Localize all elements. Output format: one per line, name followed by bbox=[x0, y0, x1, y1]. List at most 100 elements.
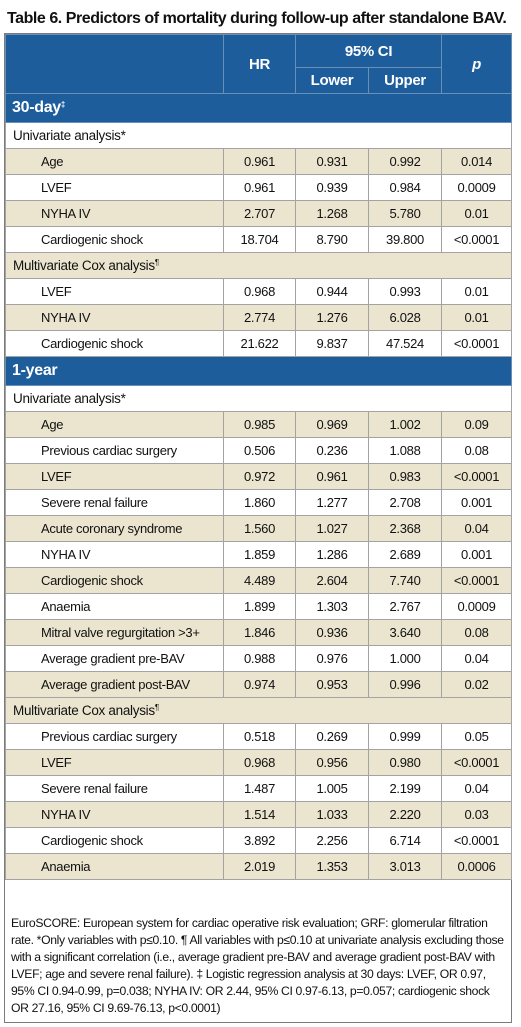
table-footnote: EuroSCORE: European system for cardiac o… bbox=[11, 916, 504, 1015]
p-value-cell: 0.09 bbox=[441, 411, 513, 438]
table-row: Severe renal failure 1.487 1.005 2.199 0.04 bbox=[5, 775, 513, 802]
table-row: Acute coronary syndrome 1.560 1.027 2.368 0.… bbox=[5, 515, 513, 542]
table-row: Anaemia 2.019 1.353 3.013 0.0006 bbox=[5, 853, 513, 880]
p-value-cell: 0.01 bbox=[441, 200, 513, 227]
analysis-group-label: Univariate analysis* bbox=[4, 122, 513, 149]
analysis-group-text: Univariate analysis* bbox=[13, 391, 126, 406]
table-row: Previous cardiac surgery 0.518 0.269 0.999 0… bbox=[5, 723, 513, 750]
variable-cell: LVEF bbox=[5, 749, 224, 776]
p-value-cell: 0.04 bbox=[441, 515, 513, 542]
ci-lower-cell: 0.944 bbox=[295, 278, 369, 305]
ci-lower-cell: 1.276 bbox=[295, 304, 369, 331]
ci-lower-cell: 1.303 bbox=[295, 593, 369, 620]
ci-upper-cell: 2.767 bbox=[367, 593, 443, 620]
table-row: LVEF 0.972 0.961 0.983 <0.0001 bbox=[5, 463, 513, 490]
p-value-cell: 0.08 bbox=[441, 437, 513, 464]
hr-cell: 1.487 bbox=[223, 775, 296, 802]
hr-cell: 1.899 bbox=[223, 593, 296, 620]
ci-lower-cell: 0.939 bbox=[295, 174, 369, 201]
analysis-group-row: Univariate analysis* bbox=[4, 122, 513, 149]
ci-upper-cell: 2.368 bbox=[367, 515, 443, 542]
ci-upper-cell: 5.780 bbox=[367, 200, 443, 227]
ci-lower-cell: 2.256 bbox=[295, 827, 369, 854]
section-label-text: 1-year bbox=[12, 362, 58, 379]
variable-cell: Average gradient pre-BAV bbox=[5, 645, 224, 672]
ci-lower-cell: 1.277 bbox=[295, 489, 369, 516]
header-lower: Lower bbox=[295, 67, 369, 94]
analysis-group-label: Univariate analysis* bbox=[4, 385, 513, 412]
ci-upper-cell: 0.983 bbox=[367, 463, 443, 490]
ci-lower-cell: 0.236 bbox=[295, 437, 369, 464]
ci-lower-cell: 1.033 bbox=[295, 801, 369, 828]
hr-cell: 1.860 bbox=[223, 489, 296, 516]
table-row: Cardiogenic shock 21.622 9.837 47.524 <0.000… bbox=[5, 330, 513, 357]
hr-cell: 4.489 bbox=[223, 567, 296, 594]
ci-lower-cell: 8.790 bbox=[295, 226, 369, 253]
table-row: Previous cardiac surgery 0.506 0.236 1.088 0… bbox=[5, 437, 513, 464]
hr-cell: 0.961 bbox=[223, 148, 296, 175]
variable-cell: LVEF bbox=[5, 463, 224, 490]
p-value-cell: 0.001 bbox=[441, 489, 513, 516]
hr-cell: 0.972 bbox=[223, 463, 296, 490]
p-value-cell: 0.01 bbox=[441, 278, 513, 305]
variable-cell: LVEF bbox=[5, 278, 224, 305]
analysis-group-row: Multivariate Cox analysis¶ bbox=[4, 252, 513, 279]
variable-cell: Anaemia bbox=[5, 853, 224, 880]
variable-cell: Mitral valve regurgitation >3+ bbox=[5, 619, 224, 646]
variable-cell: Cardiogenic shock bbox=[5, 330, 224, 357]
variable-cell: Anaemia bbox=[5, 593, 224, 620]
ci-lower-cell: 0.961 bbox=[295, 463, 369, 490]
section-label-text: 30-day bbox=[12, 99, 61, 116]
ci-lower-cell: 1.268 bbox=[295, 200, 369, 227]
hr-cell: 0.974 bbox=[223, 671, 296, 698]
hr-cell: 3.892 bbox=[223, 827, 296, 854]
ci-upper-cell: 3.013 bbox=[367, 853, 443, 880]
ci-lower-cell: 0.269 bbox=[295, 723, 369, 750]
hr-cell: 0.961 bbox=[223, 174, 296, 201]
ci-upper-cell: 3.640 bbox=[367, 619, 443, 646]
header-p: p bbox=[441, 34, 513, 94]
ci-upper-cell: 2.689 bbox=[367, 541, 443, 568]
ci-lower-cell: 9.837 bbox=[295, 330, 369, 357]
ci-lower-cell: 0.931 bbox=[295, 148, 369, 175]
ci-lower-cell: 1.353 bbox=[295, 853, 369, 880]
p-value-cell: 0.05 bbox=[441, 723, 513, 750]
ci-upper-cell: 0.993 bbox=[367, 278, 443, 305]
table-row: Cardiogenic shock 3.892 2.256 6.714 <0.0001 bbox=[5, 827, 513, 854]
hr-cell: 2.707 bbox=[223, 200, 296, 227]
p-value-cell: <0.0001 bbox=[441, 567, 513, 594]
ci-upper-cell: 7.740 bbox=[367, 567, 443, 594]
ci-lower-cell: 0.936 bbox=[295, 619, 369, 646]
table-row: Cardiogenic shock 4.489 2.604 7.740 <0.0001 bbox=[5, 567, 513, 594]
hr-cell: 1.514 bbox=[223, 801, 296, 828]
p-value-cell: 0.01 bbox=[441, 304, 513, 331]
variable-cell: NYHA IV bbox=[5, 200, 224, 227]
ci-upper-cell: 2.708 bbox=[367, 489, 443, 516]
header-ci: 95% CI bbox=[294, 34, 443, 68]
ci-upper-cell: 2.199 bbox=[367, 775, 443, 802]
p-value-cell: <0.0001 bbox=[441, 463, 513, 490]
ci-upper-cell: 0.984 bbox=[367, 174, 443, 201]
table-row: Average gradient pre-BAV 0.988 0.976 1.000 0… bbox=[5, 645, 513, 672]
p-value-cell: 0.08 bbox=[441, 619, 513, 646]
variable-cell: Severe renal failure bbox=[5, 775, 224, 802]
p-value-cell: 0.04 bbox=[441, 775, 513, 802]
ci-lower-cell: 0.956 bbox=[295, 749, 369, 776]
variable-cell: Previous cardiac surgery bbox=[5, 723, 224, 750]
p-value-cell: 0.001 bbox=[441, 541, 513, 568]
ci-upper-cell: 1.002 bbox=[367, 411, 443, 438]
table-row: NYHA IV 1.514 1.033 2.220 0.03 bbox=[5, 801, 513, 828]
hr-cell: 2.774 bbox=[223, 304, 296, 331]
hr-cell: 0.968 bbox=[223, 749, 296, 776]
hr-cell: 0.968 bbox=[223, 278, 296, 305]
analysis-footnote-mark: ¶ bbox=[154, 703, 159, 712]
analysis-group-row: Multivariate Cox analysis¶ bbox=[4, 697, 513, 724]
ci-upper-cell: 0.999 bbox=[367, 723, 443, 750]
ci-lower-cell: 1.286 bbox=[295, 541, 369, 568]
ci-lower-cell: 2.604 bbox=[295, 567, 369, 594]
variable-cell: Age bbox=[5, 148, 224, 175]
variable-cell: NYHA IV bbox=[5, 541, 224, 568]
section-label: 1-year bbox=[4, 356, 513, 386]
p-value-cell: 0.03 bbox=[441, 801, 513, 828]
table-row: Age 0.985 0.969 1.002 0.09 bbox=[5, 411, 513, 438]
